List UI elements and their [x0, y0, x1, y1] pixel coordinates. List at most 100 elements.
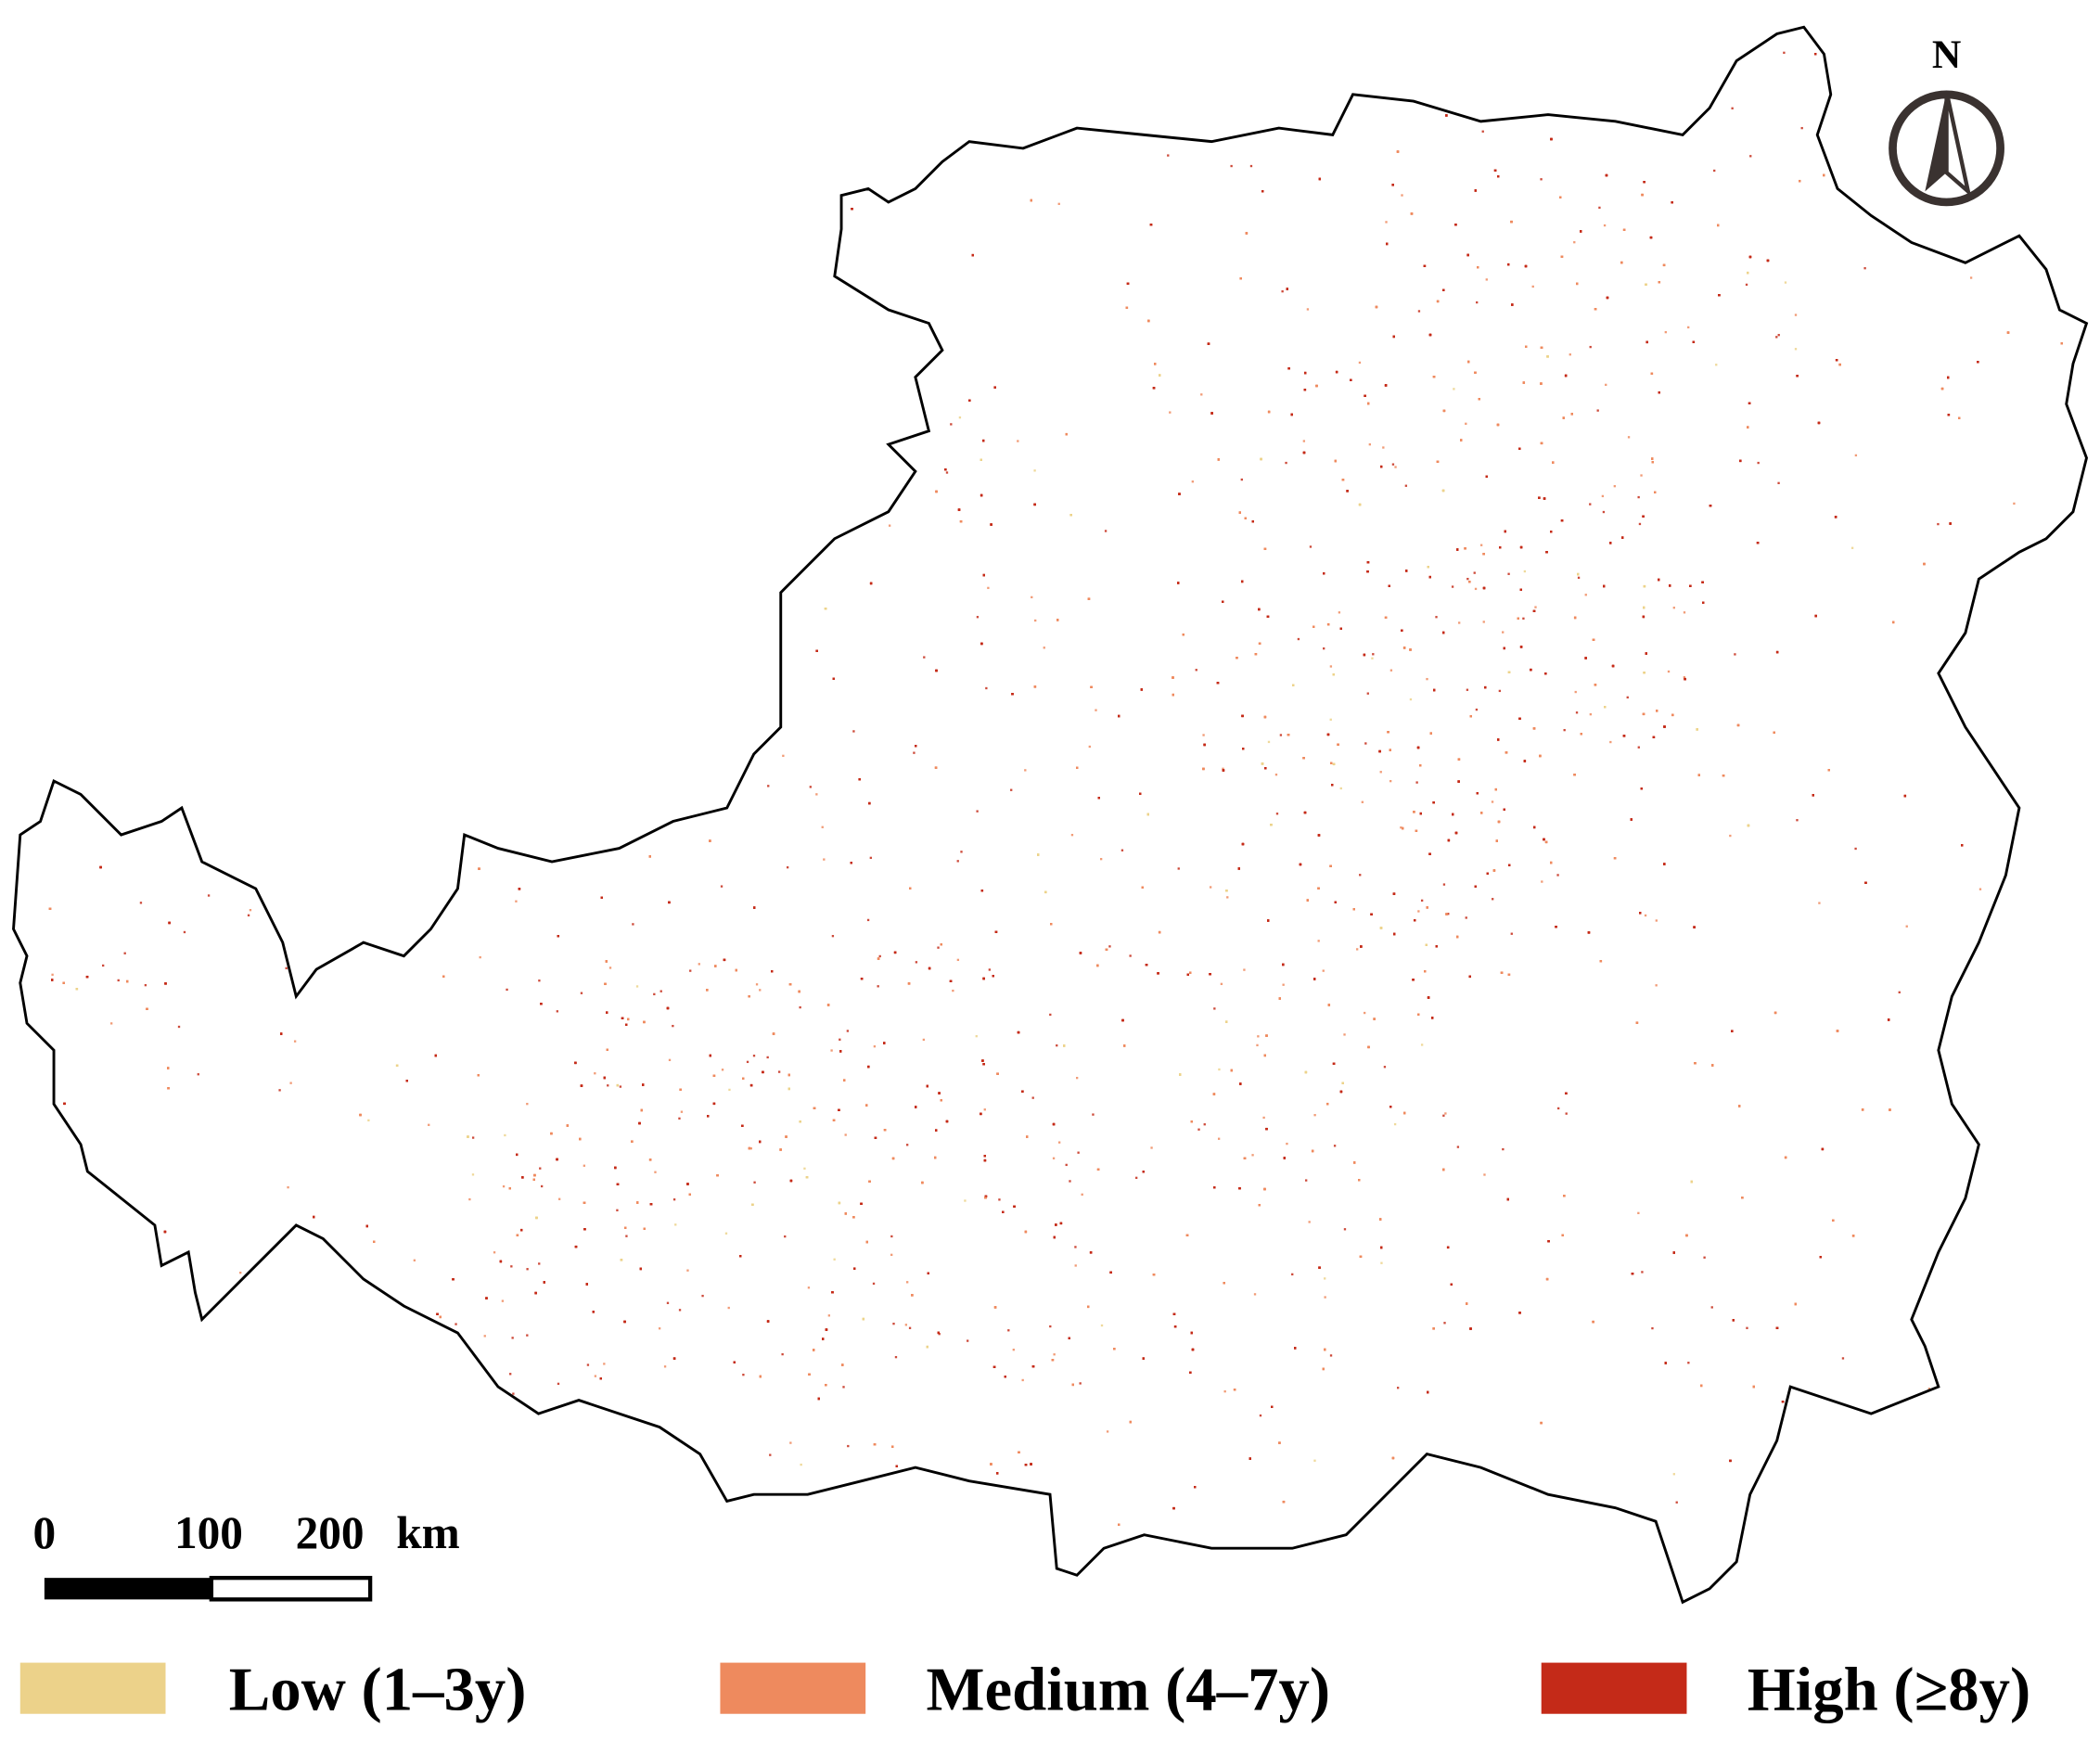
speckle	[73, 116, 76, 119]
speckle	[547, 742, 551, 745]
speckle	[643, 391, 647, 394]
speckle	[1980, 1395, 1984, 1398]
speckle	[685, 72, 687, 75]
speckle	[204, 314, 207, 317]
speckle	[109, 500, 111, 503]
speckle	[176, 560, 180, 564]
speckle	[2020, 1304, 2023, 1307]
speckle	[292, 826, 295, 829]
speckle	[320, 809, 324, 812]
speckle	[579, 1525, 582, 1528]
speckle	[471, 1136, 475, 1139]
speckle	[1070, 834, 1074, 837]
speckle	[252, 835, 256, 838]
speckle	[1056, 1044, 1058, 1047]
speckle	[1939, 1329, 1942, 1332]
speckle	[1139, 1587, 1142, 1590]
speckle	[1733, 1569, 1735, 1572]
speckle	[1383, 1066, 1387, 1069]
speckle	[799, 1005, 801, 1009]
speckle	[904, 1324, 908, 1326]
speckle	[186, 659, 189, 662]
speckle	[403, 1371, 405, 1375]
speckle	[1475, 708, 1479, 711]
speckle	[620, 1434, 622, 1437]
speckle	[707, 403, 710, 406]
speckle	[429, 1356, 433, 1359]
speckle	[707, 403, 710, 406]
speckle	[1999, 232, 2003, 236]
speckle	[66, 1469, 70, 1472]
speckle	[1076, 1076, 1079, 1080]
speckle	[985, 686, 988, 690]
speckle	[1794, 314, 1798, 316]
speckle	[1603, 224, 1607, 227]
speckle	[2013, 502, 2016, 506]
speckle	[838, 116, 840, 119]
speckle	[707, 403, 710, 406]
speckle	[760, 1576, 762, 1579]
speckle	[1662, 75, 1665, 78]
speckle	[493, 1251, 496, 1254]
speckle	[1206, 38, 1209, 41]
speckle	[672, 1607, 674, 1609]
speckle	[98, 1226, 101, 1230]
speckle	[343, 1283, 346, 1287]
speckle	[588, 1572, 591, 1576]
speckle	[1969, 276, 1973, 279]
speckle	[311, 907, 314, 911]
speckle	[1861, 1551, 1863, 1554]
speckle	[1951, 1291, 1953, 1295]
speckle	[293, 693, 296, 696]
speckle	[1049, 1013, 1052, 1017]
speckle	[586, 432, 589, 435]
speckle	[304, 1479, 308, 1482]
speckle	[551, 731, 554, 735]
speckle	[227, 851, 231, 854]
speckle	[754, 92, 757, 95]
speckle	[294, 964, 298, 967]
speckle	[260, 523, 263, 526]
speckle	[1104, 530, 1108, 532]
speckle	[1338, 611, 1341, 614]
speckle	[378, 374, 382, 378]
speckle	[1492, 898, 1494, 901]
speckle	[529, 437, 532, 441]
speckle	[311, 907, 314, 911]
speckle	[983, 1108, 986, 1111]
speckle	[529, 437, 532, 441]
speckle	[2060, 622, 2064, 626]
speckle	[923, 656, 926, 659]
speckle	[15, 364, 19, 367]
speckle	[866, 918, 870, 922]
speckle	[320, 809, 324, 812]
speckle	[467, 1591, 469, 1594]
speckle	[805, 318, 809, 321]
speckle	[1710, 1306, 1713, 1309]
speckle	[516, 494, 519, 497]
speckle	[868, 373, 871, 376]
speckle	[1753, 1556, 1756, 1560]
speckle	[694, 1552, 697, 1555]
speckle	[2058, 238, 2061, 241]
speckle	[377, 477, 379, 480]
speckle	[1790, 1509, 1794, 1512]
speckle	[51, 710, 54, 714]
speckle	[1574, 690, 1577, 694]
speckle	[721, 791, 723, 794]
speckle	[510, 160, 513, 163]
speckle	[1626, 696, 1629, 699]
speckle	[586, 524, 589, 527]
speckle	[2049, 222, 2052, 224]
speckle	[1638, 522, 1642, 526]
speckle	[2081, 1447, 2083, 1450]
speckle	[1999, 232, 2003, 236]
speckle	[118, 1440, 122, 1442]
speckle	[1473, 571, 1476, 574]
speckle	[311, 907, 314, 911]
speckle	[1313, 1459, 1316, 1462]
speckle	[512, 1392, 515, 1395]
speckle	[502, 812, 505, 815]
speckle	[176, 560, 180, 564]
